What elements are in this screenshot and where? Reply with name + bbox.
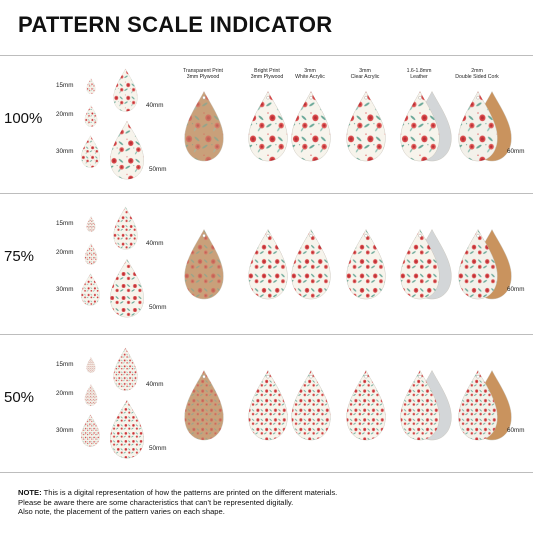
- size-label: 15mm: [56, 361, 74, 368]
- size-drop: [84, 384, 98, 406]
- material-drop: [456, 90, 500, 162]
- material-drop: [344, 90, 388, 162]
- material-label-line1: Bright Print: [254, 68, 280, 74]
- size-drop: [86, 216, 96, 232]
- material-label-line2: Leather: [410, 74, 428, 81]
- size-drop: [84, 105, 98, 127]
- note: NOTE: This is a digital representation o…: [18, 488, 518, 517]
- material-size-label: 60mm: [507, 427, 525, 434]
- material-drop: [344, 369, 388, 441]
- divider-top: [0, 55, 533, 56]
- note-line1: This is a digital representation of how …: [41, 488, 338, 497]
- material-size-label: 60mm: [507, 148, 525, 155]
- material-label-line2: Double Sided Cork: [455, 74, 499, 81]
- size-drop: [84, 243, 98, 265]
- size-drop: [80, 273, 101, 306]
- note-line3: Also note, the placement of the pattern …: [18, 507, 225, 517]
- material-label-line2: 3mm Plywood: [186, 74, 220, 81]
- material-drop: [289, 90, 333, 162]
- size-label: 20mm: [56, 111, 74, 118]
- size-label: 15mm: [56, 82, 74, 89]
- material-drop: [182, 369, 226, 441]
- material-label-line2: White Acrylic: [295, 74, 325, 81]
- material-label-line2: Clear Acrylic: [350, 74, 380, 81]
- scale-label: 75%: [4, 248, 35, 265]
- size-drop: [112, 68, 139, 112]
- material-drop: [344, 228, 388, 300]
- size-label: 30mm: [56, 148, 74, 155]
- material-label: Transparent Print 3mm Plywood: [170, 68, 236, 80]
- material-drop: [398, 228, 442, 300]
- material-drop: [246, 369, 290, 441]
- material-label: Bright Print 3mm Plywood: [234, 68, 300, 80]
- size-label: 20mm: [56, 390, 74, 397]
- divider-2: [0, 334, 533, 335]
- size-label: 20mm: [56, 249, 74, 256]
- size-label: 15mm: [56, 220, 74, 227]
- size-drop: [108, 399, 146, 459]
- size-label: 50mm: [149, 166, 167, 173]
- size-label: 30mm: [56, 286, 74, 293]
- material-label-line1: 3mm: [304, 68, 316, 74]
- material-drop: [456, 369, 500, 441]
- material-label-line1: 3mm: [359, 68, 371, 74]
- size-label: 40mm: [146, 381, 164, 388]
- size-drop: [80, 414, 101, 447]
- material-label-line1: 2mm: [471, 68, 483, 74]
- size-label: 50mm: [149, 304, 167, 311]
- size-label: 40mm: [146, 240, 164, 247]
- note-line2: Please be aware there are some character…: [18, 497, 294, 507]
- material-label-line2: 3mm Plywood: [250, 74, 284, 81]
- page-title: PATTERN SCALE INDICATOR: [18, 12, 333, 37]
- material-drop: [456, 228, 500, 300]
- divider-bottom: [0, 472, 533, 473]
- material-drop: [182, 90, 226, 162]
- material-drop: [398, 90, 442, 162]
- size-drop: [112, 347, 139, 391]
- material-drop: [398, 369, 442, 441]
- scale-label: 50%: [4, 389, 35, 406]
- scale-label: 100%: [4, 110, 43, 127]
- material-drop: [182, 228, 226, 300]
- material-label-line1: Transparent Print: [183, 68, 223, 74]
- size-drop: [108, 120, 146, 180]
- material-label: 2mm Double Sided Cork: [444, 68, 510, 80]
- size-drop: [86, 357, 96, 373]
- size-drop: [80, 135, 101, 168]
- size-label: 50mm: [149, 445, 167, 452]
- size-drop: [112, 206, 139, 250]
- material-drop: [246, 228, 290, 300]
- size-drop: [86, 78, 96, 94]
- material-drop: [289, 369, 333, 441]
- divider-1: [0, 193, 533, 194]
- material-drop: [289, 228, 333, 300]
- material-label: 3mm Clear Acrylic: [332, 68, 398, 80]
- size-label: 30mm: [56, 427, 74, 434]
- material-drop: [246, 90, 290, 162]
- material-label-line1: 1.6-1.8mm: [406, 68, 432, 74]
- note-bold: NOTE:: [18, 488, 42, 497]
- material-label: 1.6-1.8mm Leather: [386, 68, 452, 80]
- size-drop: [108, 258, 146, 318]
- material-label: 3mm White Acrylic: [277, 68, 343, 80]
- material-size-label: 60mm: [507, 286, 525, 293]
- size-label: 40mm: [146, 102, 164, 109]
